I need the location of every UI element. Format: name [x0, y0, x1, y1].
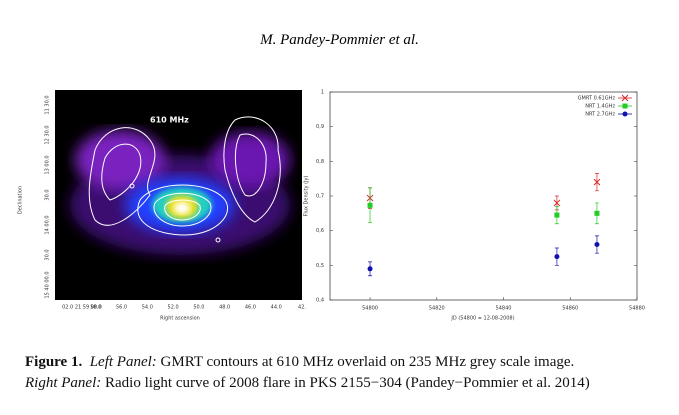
caption-line: Right Panel: Radio light curve of 2008 f… — [25, 375, 590, 392]
legend-label: NRT 1.4GHz — [585, 104, 615, 110]
y-axis-label: Flux Density (Jy) — [304, 175, 310, 216]
data-point — [367, 266, 373, 272]
plot-frame — [329, 91, 638, 301]
map-x-tick-label: 58.0 — [90, 305, 101, 311]
map-y-tick-label: 11 30.0 — [45, 95, 51, 114]
data-point — [367, 202, 373, 208]
y-tick-label: 0,8 — [316, 159, 324, 165]
map-y-tick-label: 30.0 — [45, 249, 51, 260]
map-x-tick-label: 56.0 — [116, 305, 127, 311]
y-tick-label: 0,7 — [316, 194, 324, 200]
map-y-tick-label: 15 40 00.0 — [45, 271, 51, 298]
map-y-tick-label: 30.0 — [45, 189, 51, 200]
x-tick-label: 54860 — [562, 306, 578, 312]
y-tick-label: 0,5 — [316, 263, 324, 269]
map-x-tick-label: 44.0 — [271, 305, 282, 311]
caption-text: GMRT contours at 610 MHz overlaid on 235… — [160, 354, 575, 370]
x-tick-label: 54820 — [429, 306, 445, 312]
y-tick-label: 0,4 — [316, 298, 324, 304]
map-y-tick-label: 14 00.0 — [45, 215, 51, 234]
data-point — [554, 254, 560, 260]
legend-marker — [622, 103, 628, 109]
map-label: 610 MHz — [150, 116, 189, 125]
data-point — [594, 210, 600, 216]
running-head: M. Pandey-Pommier et al. — [260, 32, 419, 48]
map-xlabel: Right ascension — [160, 316, 200, 322]
map-x-tick-label: 54.0 — [142, 305, 153, 311]
x-tick-label: 54800 — [362, 306, 378, 312]
data-point — [554, 212, 560, 218]
map-x-tick-label: 46.0 — [245, 305, 256, 311]
map-ylabel: Declination — [18, 186, 24, 214]
x-tick-label: 54880 — [629, 306, 645, 312]
map-x-tick-label: 42. — [298, 305, 306, 311]
y-tick-label: 0,6 — [316, 228, 324, 234]
map-y-tick-label: 13 00.0 — [45, 155, 51, 174]
caption-line: Figure 1. Left Panel: GMRT contours at 6… — [25, 354, 574, 371]
map-x-tick-label: 50.0 — [193, 305, 204, 311]
y-tick-label: 0,9 — [316, 124, 324, 130]
legend-label: NRT 2.7GHz — [585, 112, 615, 118]
map-y-tick-label: 12 30.0 — [45, 125, 51, 144]
caption-text: Radio light curve of 2008 flare in PKS 2… — [104, 375, 590, 391]
data-point — [553, 199, 561, 207]
legend-marker — [622, 111, 628, 117]
map-x-tick-label: 02.0 21 59 00.0 — [62, 305, 102, 311]
caption-label: Right Panel: — [25, 375, 102, 391]
data-point — [594, 242, 600, 248]
legend-marker — [621, 94, 629, 102]
map-x-tick-label: 48.0 — [219, 305, 230, 311]
x-tick-label: 54840 — [496, 306, 512, 312]
x-axis-label: JD (54800 = 12-08-2008) — [450, 316, 514, 322]
legend-label: GMRT 0.61GHz — [578, 96, 616, 102]
caption-label: Left Panel: — [89, 354, 157, 370]
radio-map: 610 MHz — [55, 90, 302, 300]
figure-number: Figure 1. — [25, 354, 83, 370]
figure: 610 MHz Right ascension Declination JD (… — [18, 90, 645, 322]
y-tick-label: 1 — [321, 90, 324, 96]
data-point — [593, 178, 601, 186]
map-x-tick-label: 52.0 — [168, 305, 179, 311]
